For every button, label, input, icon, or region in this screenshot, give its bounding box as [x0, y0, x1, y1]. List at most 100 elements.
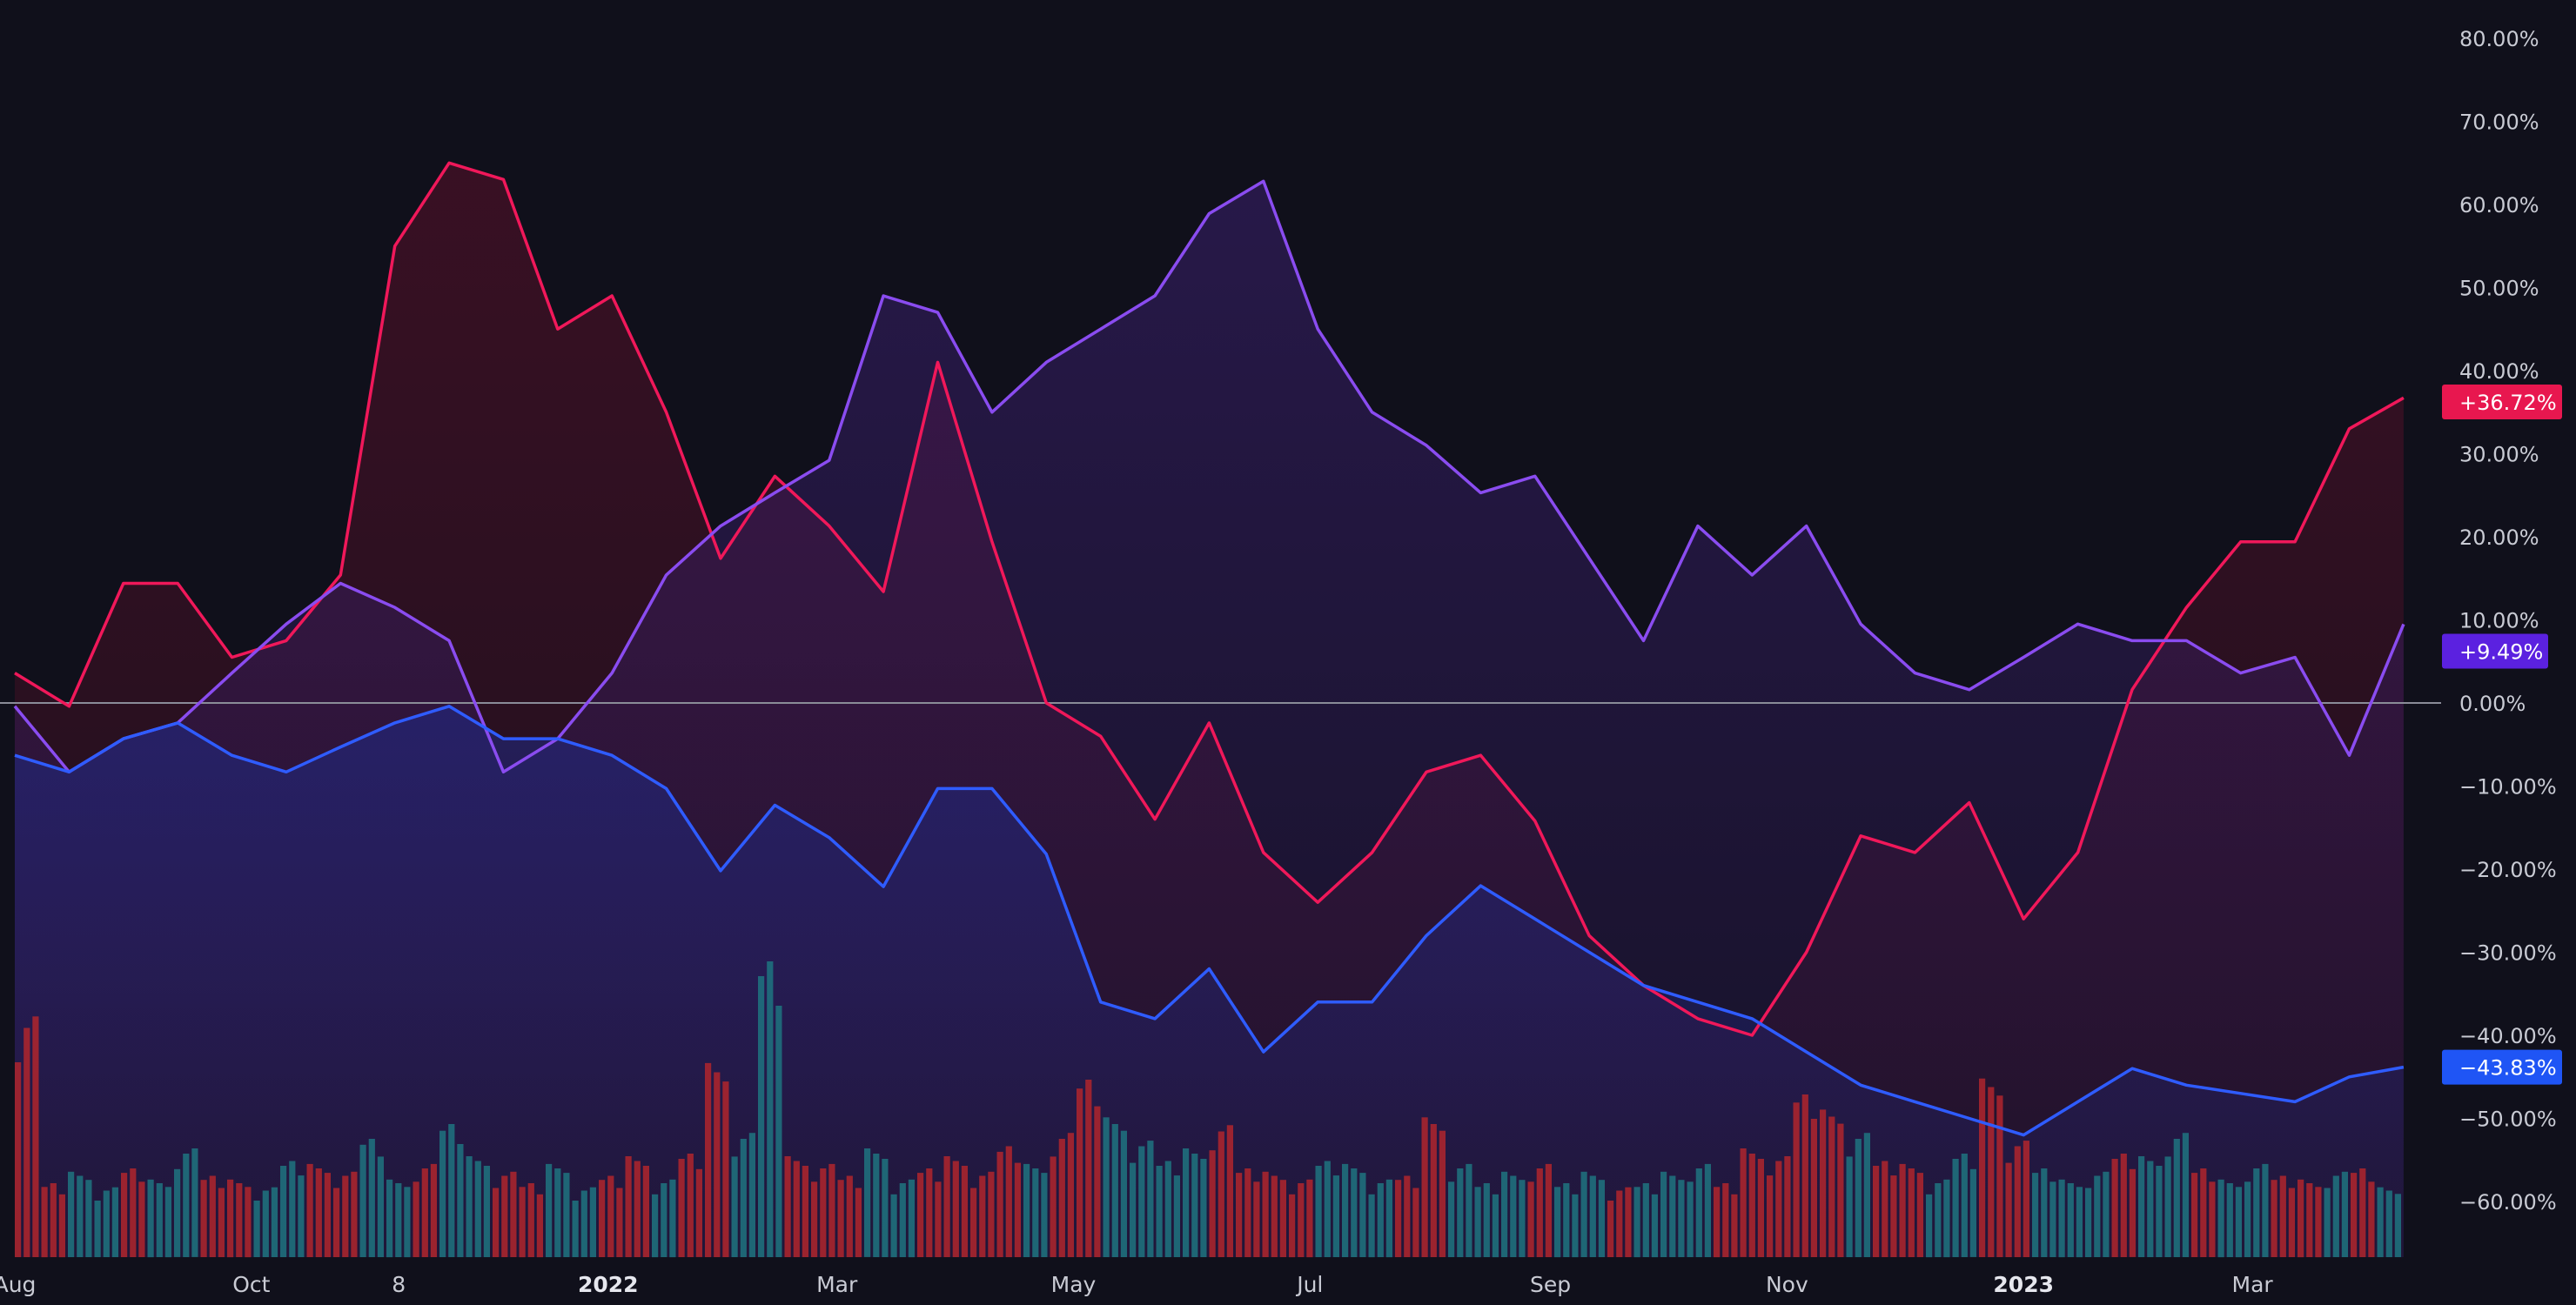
volume-bar	[1271, 1175, 1278, 1257]
volume-bar	[625, 1156, 632, 1257]
volume-bar	[1183, 1148, 1190, 1257]
y-tick-label: 30.00%	[2459, 443, 2539, 467]
volume-bar	[935, 1181, 942, 1257]
volume-bar	[1899, 1163, 1906, 1257]
volume-bar	[802, 1166, 808, 1257]
volume-bar	[1846, 1156, 1853, 1257]
volume-bar	[1855, 1139, 1862, 1257]
volume-bar	[289, 1161, 296, 1257]
volume-bar	[1882, 1161, 1888, 1257]
volume-bar	[1527, 1181, 1534, 1257]
y-tick-label: 80.00%	[2459, 27, 2539, 51]
volume-bar	[784, 1156, 791, 1257]
volume-bar	[740, 1139, 747, 1257]
volume-bar	[2262, 1163, 2269, 1257]
volume-bar	[1377, 1183, 1384, 1257]
y-tick-label: −40.00%	[2459, 1024, 2557, 1048]
volume-bar	[1111, 1124, 1118, 1257]
x-tick-label: Mar	[2232, 1272, 2274, 1297]
y-tick-label: −20.00%	[2459, 858, 2557, 882]
volume-bar	[979, 1175, 986, 1257]
volume-bar	[1801, 1094, 1808, 1257]
volume-bar	[589, 1187, 596, 1257]
volume-bar	[1651, 1194, 1658, 1258]
volume-bar	[1218, 1131, 1224, 1257]
volume-bar	[2394, 1194, 2401, 1257]
volume-bar	[1005, 1146, 1012, 1257]
volume-bar	[1563, 1183, 1570, 1257]
volume-bar	[642, 1166, 649, 1257]
volume-bar	[164, 1187, 171, 1258]
volume-bar	[669, 1179, 676, 1258]
volume-bar	[1094, 1106, 1101, 1257]
volume-bar	[2094, 1175, 2101, 1257]
volume-bar	[413, 1181, 419, 1257]
volume-bar	[245, 1187, 252, 1258]
volume-bar	[156, 1183, 163, 1257]
volume-bar	[1138, 1146, 1145, 1257]
volume-bar	[775, 1006, 782, 1257]
volume-bar	[1483, 1183, 1490, 1257]
volume-bar	[1359, 1173, 1366, 1257]
volume-bar	[996, 1151, 1003, 1257]
volume-bar	[2103, 1171, 2110, 1257]
volume-bar	[439, 1130, 446, 1257]
volume-bar	[2200, 1168, 2207, 1257]
x-tick-label: 2022	[578, 1272, 639, 1297]
volume-bar	[811, 1181, 818, 1257]
volume-bar	[714, 1072, 721, 1257]
volume-bar	[2253, 1168, 2260, 1257]
volume-bar	[607, 1175, 614, 1257]
volume-bar	[873, 1154, 880, 1257]
volume-bar	[1050, 1156, 1057, 1257]
volume-bar	[1023, 1163, 1030, 1257]
volume-bar	[2332, 1175, 2339, 1257]
volume-bar	[1775, 1161, 1782, 1257]
volume-bar	[952, 1161, 959, 1257]
volume-bar	[23, 1027, 30, 1257]
volume-bar	[2182, 1133, 2189, 1257]
volume-bar	[368, 1139, 375, 1257]
volume-bar	[1660, 1171, 1667, 1257]
volume-bar	[2271, 1180, 2277, 1257]
volume-bar	[2191, 1173, 2198, 1257]
volume-bar	[572, 1201, 579, 1257]
volume-bar	[50, 1183, 57, 1257]
volume-bar	[1837, 1123, 1844, 1257]
volume-bar	[2014, 1146, 2021, 1257]
volume-bar	[191, 1148, 198, 1257]
volume-bar	[2226, 1183, 2233, 1257]
volume-bar	[1616, 1190, 1623, 1257]
volume-bar	[1244, 1168, 1251, 1257]
volume-bar	[527, 1183, 534, 1257]
y-tick-label: 40.00%	[2459, 359, 2539, 384]
last-value-label: +9.49%	[2459, 640, 2543, 665]
x-tick-label: Aug	[0, 1272, 36, 1297]
volume-bar	[2385, 1190, 2392, 1257]
volume-bar	[1704, 1163, 1711, 1257]
volume-bar	[1961, 1154, 1968, 1257]
volume-bar	[731, 1156, 738, 1257]
volume-bar	[1103, 1117, 1110, 1257]
volume-bar	[748, 1133, 755, 1257]
volume-bar	[1466, 1163, 1472, 1257]
volume-bar	[2209, 1181, 2216, 1257]
volume-bar	[474, 1161, 481, 1257]
volume-bar	[298, 1175, 305, 1257]
volume-bar	[1810, 1119, 1817, 1257]
volume-bar	[616, 1188, 623, 1257]
volume-bar	[280, 1166, 287, 1257]
volume-bar	[767, 961, 774, 1257]
volume-bar	[1200, 1159, 1207, 1257]
volume-bar	[68, 1171, 75, 1257]
volume-bar	[1633, 1187, 1640, 1258]
volume-bar	[1421, 1117, 1428, 1257]
volume-bar	[1368, 1194, 1375, 1258]
volume-bar	[1077, 1088, 1083, 1257]
volume-bar	[1315, 1166, 1322, 1257]
last-value-badge	[2442, 1049, 2562, 1085]
x-tick-label: 2023	[1993, 1272, 2054, 1297]
volume-bar	[926, 1168, 933, 1257]
volume-bar	[882, 1159, 889, 1257]
volume-bar	[1156, 1166, 1163, 1257]
